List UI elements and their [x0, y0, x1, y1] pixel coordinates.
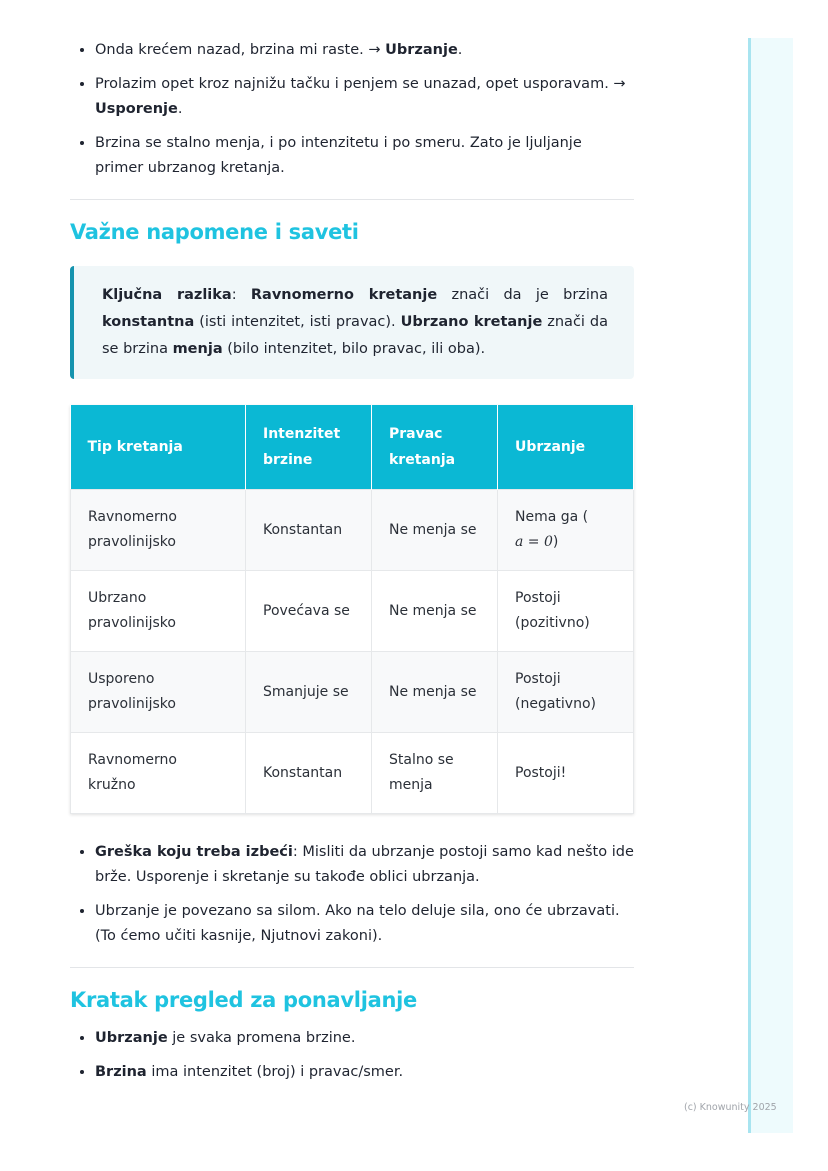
table-row: Ravnomerno kružno Konstantan Stalno se m…	[70, 732, 634, 814]
list-item: Ubrzanje je svaka promena brzine.	[95, 1026, 634, 1051]
table-row: Ubrzano pravolinijsko Povećava se Ne men…	[70, 570, 634, 652]
divider	[70, 967, 634, 968]
table-row: Usporeno pravolinijsko Smanjuje se Ne me…	[70, 651, 634, 733]
table-cell: Povećava se	[245, 570, 372, 652]
list-item: Brzina ima intenzitet (broj) i pravac/sm…	[95, 1060, 634, 1085]
table-cell: Ne menja se	[371, 489, 498, 571]
table-cell: Ravnomerno kružno	[70, 732, 246, 814]
table-cell: Ravnomerno pravolinijsko	[70, 489, 246, 571]
bullet-list-notes: Greška koju treba izbeći: Misliti da ubr…	[70, 840, 634, 949]
list-item: Brzina se stalno menja, i po intenzitetu…	[95, 131, 634, 181]
section-heading: Važne napomene i saveti	[70, 220, 359, 244]
footer-copyright: (c) Knowunity 2025	[684, 1102, 777, 1113]
table-cell: Ne menja se	[371, 651, 498, 733]
table-cell: Postoji (negativno)	[497, 651, 634, 733]
table-row: Ravnomerno pravolinijsko Konstantan Ne m…	[70, 489, 634, 571]
table-cell: Smanjuje se	[245, 651, 372, 733]
bullet-list-top: Onda krećem nazad, brzina mi raste. → Ub…	[70, 38, 634, 181]
table-cell: Konstantan	[245, 489, 372, 571]
table-cell: Ne menja se	[371, 570, 498, 652]
document-content: Onda krećem nazad, brzina mi raste. → Ub…	[70, 38, 634, 1094]
math-formula: a = 0	[515, 534, 553, 550]
table-cell: Konstantan	[245, 732, 372, 814]
column-header: Tip kretanja	[70, 405, 246, 490]
table-cell: Usporeno pravolinijsko	[70, 651, 246, 733]
list-item: Prolazim opet kroz najnižu tačku i penje…	[95, 72, 634, 122]
column-header: Ubrzanje	[497, 405, 634, 490]
table-cell: Postoji (pozitivno)	[497, 570, 634, 652]
table-header-row: Tip kretanja Intenzitet brzine Pravac kr…	[70, 405, 634, 490]
column-header: Pravac kretanja	[371, 405, 498, 490]
divider	[70, 199, 634, 200]
motion-types-table: Tip kretanja Intenzitet brzine Pravac kr…	[70, 405, 634, 814]
table-cell: Ubrzano pravolinijsko	[70, 570, 246, 652]
list-item: Greška koju treba izbeći: Misliti da ubr…	[95, 840, 634, 890]
list-item: Onda krećem nazad, brzina mi raste. → Ub…	[95, 38, 634, 63]
table-cell: Stalno se menja	[371, 732, 498, 814]
callout-box: Ključna razlika: Ravnomerno kretanje zna…	[70, 266, 634, 379]
bullet-list-summary: Ubrzanje je svaka promena brzine. Brzina…	[70, 1026, 634, 1085]
table-cell: Postoji!	[497, 732, 634, 814]
column-header: Intenzitet brzine	[245, 405, 372, 490]
list-item: Ubrzanje je povezano sa silom. Ako na te…	[95, 899, 634, 949]
table-cell: Nema ga (a = 0)	[497, 489, 634, 571]
side-panel	[748, 38, 793, 1133]
section-heading: Kratak pregled za ponavljanje	[70, 988, 417, 1012]
